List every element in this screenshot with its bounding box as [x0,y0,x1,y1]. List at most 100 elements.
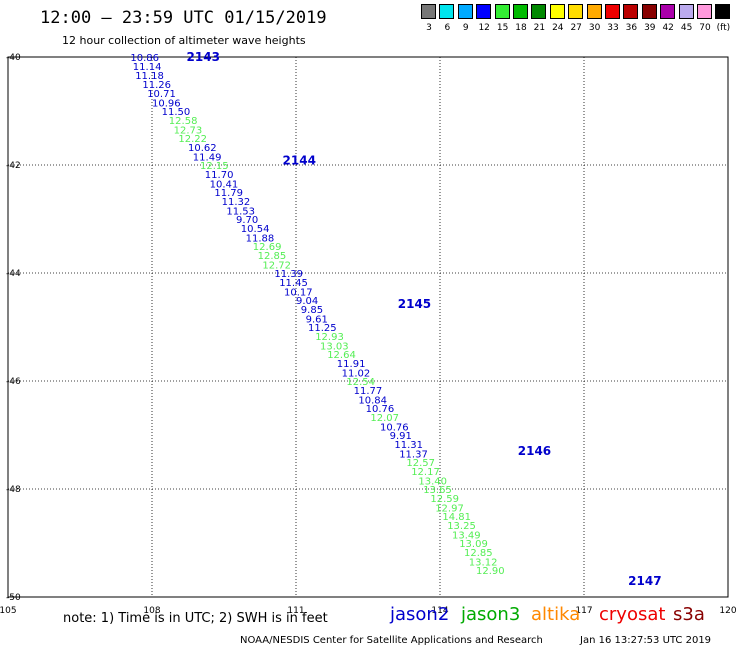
wave-height-value: 11.45 [279,278,308,289]
wave-height-value: 12.64 [327,350,356,361]
legend-swatch [697,4,712,19]
lon-tick-label: 120 [719,606,736,616]
legend-swatch [421,4,436,19]
legend-label: 6 [444,23,451,33]
legend-s3a: s3a [673,604,705,625]
wave-height-value: 12.90 [476,566,505,577]
pass-number-label: 2145 [398,297,431,311]
wave-height-value: 9.61 [306,314,328,325]
legend-swatch [568,4,584,19]
wave-height-value: 12.72 [262,260,291,271]
pass-number-label: 2144 [283,154,316,168]
map-frame [7,56,729,598]
legend-label: 15 [496,23,509,33]
legend-swatch [457,4,473,19]
wave-height-value: 10.71 [147,89,176,100]
wave-height-value: 13.12 [469,557,498,568]
wave-height-value: 11.31 [394,440,423,451]
wave-height-value: 10.86 [130,53,159,64]
wave-height-value: 11.88 [246,233,275,244]
wave-height-value: 10.76 [380,422,409,433]
wave-height-value: 10.76 [366,404,395,415]
legend-swatch [586,4,602,19]
wave-height-value: 11.32 [222,197,251,208]
wave-height-value: 12.58 [169,116,198,127]
wave-height-value: 10.84 [358,395,387,406]
legend-swatch [605,4,620,19]
lat-tick-label: -42 [6,161,21,171]
legend-label: 33 [607,23,619,33]
legend-swatch [549,4,565,19]
wave-height-value: 10.54 [241,224,270,235]
wave-height-value: 11.77 [354,386,383,397]
legend-cryosat: cryosat [599,604,666,625]
wave-height-value: 11.25 [308,323,337,334]
wave-height-value: 12.17 [411,467,440,478]
wave-height-value: 10.17 [284,287,313,298]
wave-height-value: 11.49 [193,152,222,163]
wave-height-value: 9.70 [236,215,258,226]
wave-height-value: 12.73 [174,125,203,136]
wave-height-value: 12.15 [200,161,229,172]
legend-label: 27 [570,23,582,33]
wave-height-value: 11.53 [226,206,255,217]
wave-height-value: 10.41 [210,179,239,190]
wave-height-value: 13.49 [452,530,481,541]
wave-height-value: 10.96 [152,98,181,109]
wave-height-value: 13.65 [423,485,452,496]
legend-swatch [513,4,528,19]
legend-swatch [678,4,694,19]
pass-number-label: 2146 [518,444,551,458]
wave-height-value: 9.04 [296,296,318,307]
lat-tick-label: -46 [6,377,21,387]
legend-altika: altika [531,604,581,625]
wave-height-value: 13.40 [418,476,447,487]
lon-tick-label: 108 [143,606,160,616]
wave-height-value: 11.50 [162,107,191,118]
legend-swatch [715,4,731,19]
wave-height-value: 12.97 [435,503,464,514]
lat-tick-label: -44 [6,269,21,279]
legend-jason3: jason3 [461,604,521,625]
wave-height-value: 14.81 [442,512,471,523]
legend-label: 42 [662,23,674,33]
wave-height-value: 12.07 [370,413,399,424]
wave-height-value: 13.03 [320,341,349,352]
legend-swatch [476,4,492,19]
lon-tick-label: 117 [575,606,592,616]
wave-height-value: 12.59 [430,494,459,505]
lon-tick-label: 105 [0,606,17,616]
legend-swatch [660,4,676,19]
wave-height-value: 12.22 [178,134,207,145]
wave-height-value: 13.09 [459,539,488,550]
wave-height-value: 11.02 [342,368,371,379]
wave-height-value: 12.85 [258,251,287,262]
wave-height-value: 11.18 [135,71,164,82]
note-text: note: 1) Time is in UTC; 2) SWH is in fe… [63,611,328,626]
pass-number-label: 2143 [187,50,220,64]
wave-height-value: 11.39 [274,269,303,280]
wave-height-value: 11.79 [214,188,243,199]
wave-height-value: 9.85 [301,305,323,316]
wave-height-value: 12.93 [315,332,344,343]
legend-label: 18 [515,23,527,33]
legend-label: 24 [552,23,564,33]
legend-label: 21 [533,23,546,33]
wave-height-value: 11.70 [205,170,234,181]
page-subtitle: 12 hour collection of altimeter wave hei… [62,34,306,47]
legend-label: (ft) [716,23,731,33]
legend-label: 39 [644,23,656,33]
wave-height-value: 11.26 [142,80,171,91]
legend-label: 12 [478,23,490,33]
lon-tick-label: 111 [287,606,304,616]
legend-swatch [531,4,547,19]
wave-height-value: 12.85 [464,548,493,559]
wave-height-value: 12.57 [406,458,435,469]
wave-height-value: 9.91 [390,431,412,442]
wave-height-value: 12.69 [253,242,282,253]
legend-jason2: jason2 [390,604,450,625]
pass-number-label: 2147 [628,574,661,588]
wave-height-value: 12.54 [346,377,375,388]
legend-swatch [494,4,510,19]
